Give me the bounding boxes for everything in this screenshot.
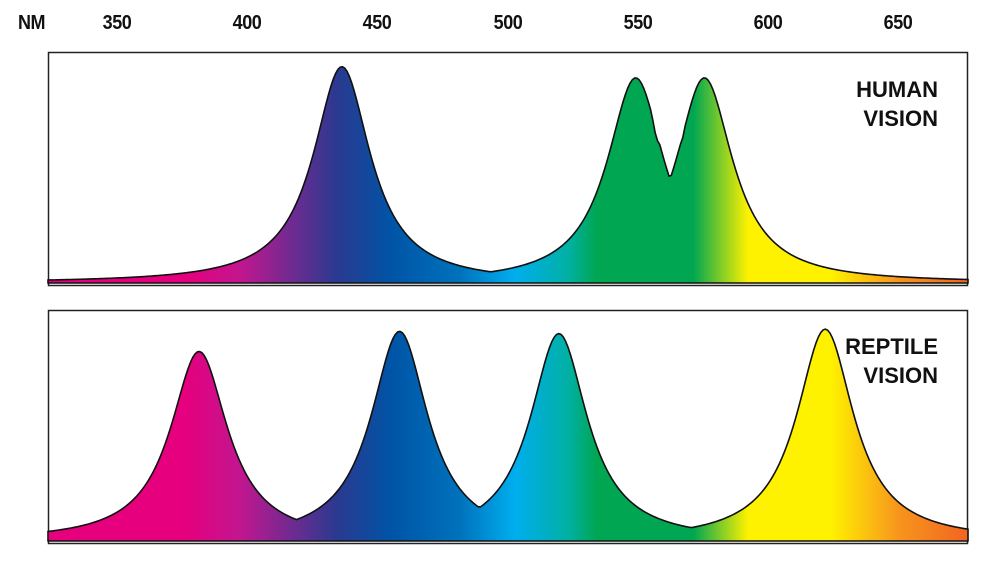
sensitivity-curve	[47, 328, 969, 542]
panel-label-line-1: HUMAN	[856, 77, 938, 102]
tick-label: 450	[362, 12, 392, 34]
sensitivity-curve	[47, 65, 969, 284]
panel-label-line-1: REPTILE	[845, 334, 938, 359]
unit-label: NM	[18, 12, 46, 34]
tick-label: 350	[102, 12, 132, 34]
tick-label: 400	[232, 12, 262, 34]
panel-label-line-2: VISION	[863, 106, 938, 131]
tick-label: 550	[623, 12, 653, 34]
chart-frame	[47, 51, 969, 287]
tick-label: 650	[883, 12, 913, 34]
tick-label: 600	[753, 12, 783, 34]
chart-frame	[47, 309, 969, 545]
human-vision-chart: HUMAN VISION	[47, 51, 969, 287]
tick-label: 500	[493, 12, 523, 34]
panel-label-line-2: VISION	[863, 363, 938, 388]
reptile-vision-chart: REPTILE VISION	[47, 309, 969, 545]
wavelength-scale: NM 350 400 450 500 550 600 650	[0, 0, 994, 48]
